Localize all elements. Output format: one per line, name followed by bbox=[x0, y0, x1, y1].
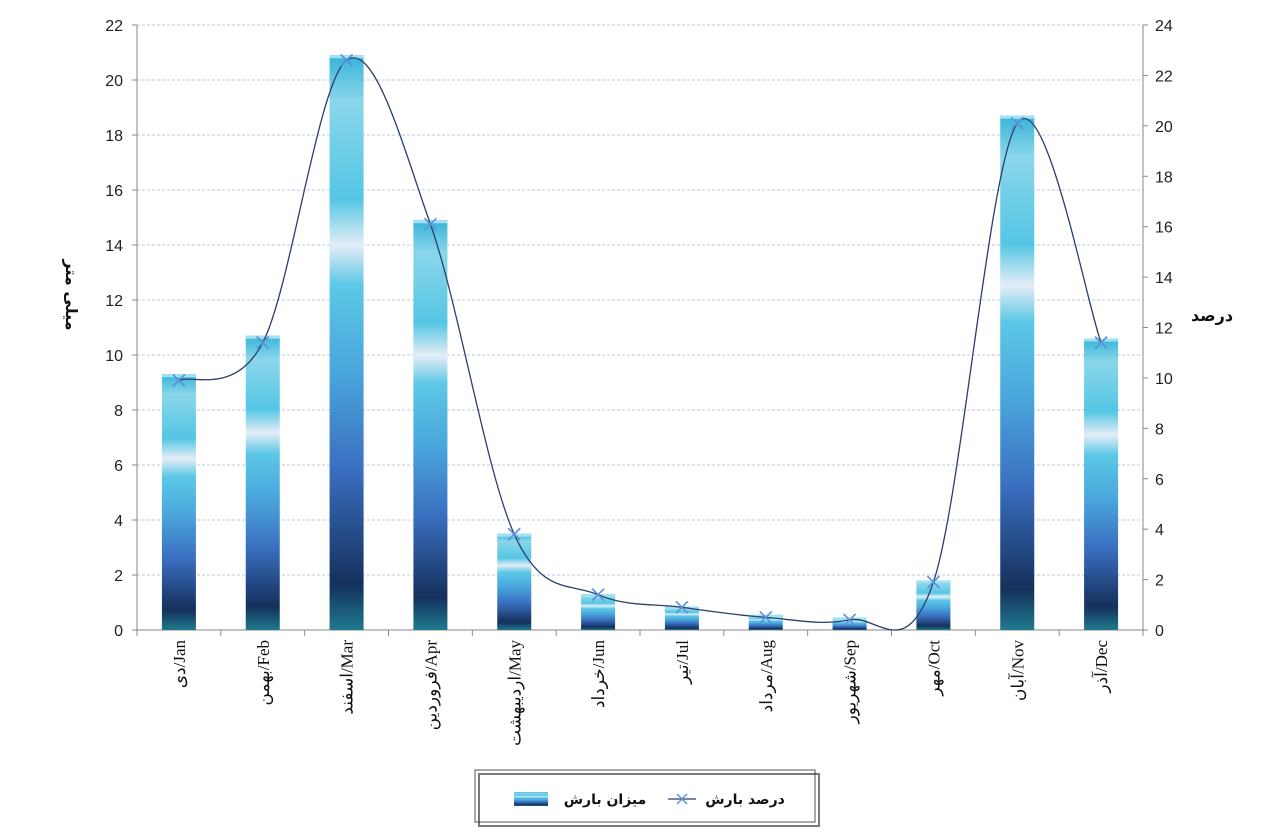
legend-box bbox=[474, 769, 816, 823]
bar bbox=[413, 220, 448, 630]
bar bbox=[1000, 115, 1035, 630]
legend-line-marker bbox=[676, 793, 688, 805]
left-tick-label: 2 bbox=[114, 568, 123, 585]
legend-shadow bbox=[478, 773, 820, 827]
right-tick-label: 0 bbox=[1155, 623, 1164, 640]
line-marker bbox=[423, 217, 437, 231]
bar-cap bbox=[329, 55, 364, 59]
right-tick-label: 22 bbox=[1155, 68, 1173, 85]
right-tick-label: 6 bbox=[1155, 472, 1164, 489]
legend-bar-swatch bbox=[514, 792, 548, 806]
line-marker bbox=[1094, 336, 1108, 350]
left-tick-label: 8 bbox=[114, 403, 123, 420]
bar bbox=[1084, 338, 1119, 630]
bar-cap bbox=[245, 335, 280, 339]
bar bbox=[916, 580, 951, 630]
category-label: آذر/Dec bbox=[1090, 640, 1112, 694]
bar bbox=[581, 594, 616, 630]
bar-cap bbox=[413, 220, 448, 224]
bar bbox=[161, 374, 196, 630]
category-label: اسفند/Mar bbox=[338, 640, 357, 715]
right-tick-label: 12 bbox=[1155, 321, 1173, 338]
right-tick-label: 2 bbox=[1155, 573, 1164, 590]
line-series bbox=[172, 53, 1108, 631]
line-marker bbox=[591, 588, 605, 602]
left-tick-label: 20 bbox=[105, 73, 123, 90]
left-tick-label: 12 bbox=[105, 293, 123, 310]
line-marker bbox=[759, 610, 773, 624]
right-axis-title: درصد bbox=[1191, 306, 1233, 325]
category-label: آبان/Nov bbox=[1006, 640, 1027, 702]
right-tick-label: 18 bbox=[1155, 169, 1173, 186]
category-label: مرداد/Aug bbox=[757, 640, 777, 713]
right-tick-label: 16 bbox=[1155, 220, 1173, 237]
line-marker bbox=[843, 613, 857, 627]
left-tick-label: 0 bbox=[114, 623, 123, 640]
bar-cap bbox=[161, 374, 196, 378]
bar bbox=[497, 533, 532, 630]
line-path bbox=[178, 57, 1102, 631]
category-label: شهریور/Sep bbox=[841, 640, 861, 724]
legend: میزان بارش درصد بارش bbox=[474, 769, 820, 827]
right-tick-label: 14 bbox=[1155, 270, 1173, 287]
left-tick-label: 14 bbox=[105, 238, 123, 255]
line-marker bbox=[256, 336, 270, 350]
line-marker bbox=[172, 373, 186, 388]
bar bbox=[329, 55, 364, 630]
category-label: دی/Jan bbox=[170, 640, 189, 689]
bar-series bbox=[161, 55, 1119, 630]
line-marker bbox=[340, 53, 354, 67]
right-tick-label: 20 bbox=[1155, 119, 1173, 136]
category-label: بهمن/Feb bbox=[254, 640, 274, 706]
bar bbox=[245, 335, 280, 630]
bar-cap bbox=[1000, 115, 1035, 119]
tick-labels: 0246810121416182022024681012141618202224… bbox=[105, 18, 1173, 746]
line-marker bbox=[507, 527, 521, 541]
left-tick-label: 4 bbox=[114, 513, 123, 530]
left-tick-label: 18 bbox=[105, 128, 123, 145]
right-tick-label: 8 bbox=[1155, 421, 1164, 438]
legend-bar-label: میزان بارش bbox=[564, 792, 647, 808]
category-label: تیر/Jul bbox=[673, 640, 693, 685]
bar-cap bbox=[1084, 338, 1119, 342]
line-marker bbox=[675, 600, 689, 614]
gridlines bbox=[137, 24, 1143, 576]
category-label: مهر/Oct bbox=[924, 640, 944, 697]
right-tick-label: 24 bbox=[1155, 18, 1173, 35]
right-tick-label: 10 bbox=[1155, 371, 1173, 388]
axes bbox=[132, 24, 1148, 636]
left-tick-label: 16 bbox=[105, 183, 123, 200]
bar bbox=[664, 606, 699, 630]
category-label: اردیبهشت/May bbox=[505, 640, 525, 746]
category-label: فروردین/Apr bbox=[421, 640, 441, 731]
category-label: خرداد/Jun bbox=[589, 640, 609, 709]
left-tick-label: 22 bbox=[105, 18, 123, 35]
line-marker bbox=[1010, 116, 1024, 130]
line-marker bbox=[926, 575, 940, 589]
left-tick-label: 6 bbox=[114, 458, 123, 475]
left-axis-title: میلی متر bbox=[62, 258, 81, 330]
right-tick-label: 4 bbox=[1155, 522, 1164, 539]
left-tick-label: 10 bbox=[105, 348, 123, 365]
legend-line-label: درصد بارش bbox=[705, 792, 785, 808]
